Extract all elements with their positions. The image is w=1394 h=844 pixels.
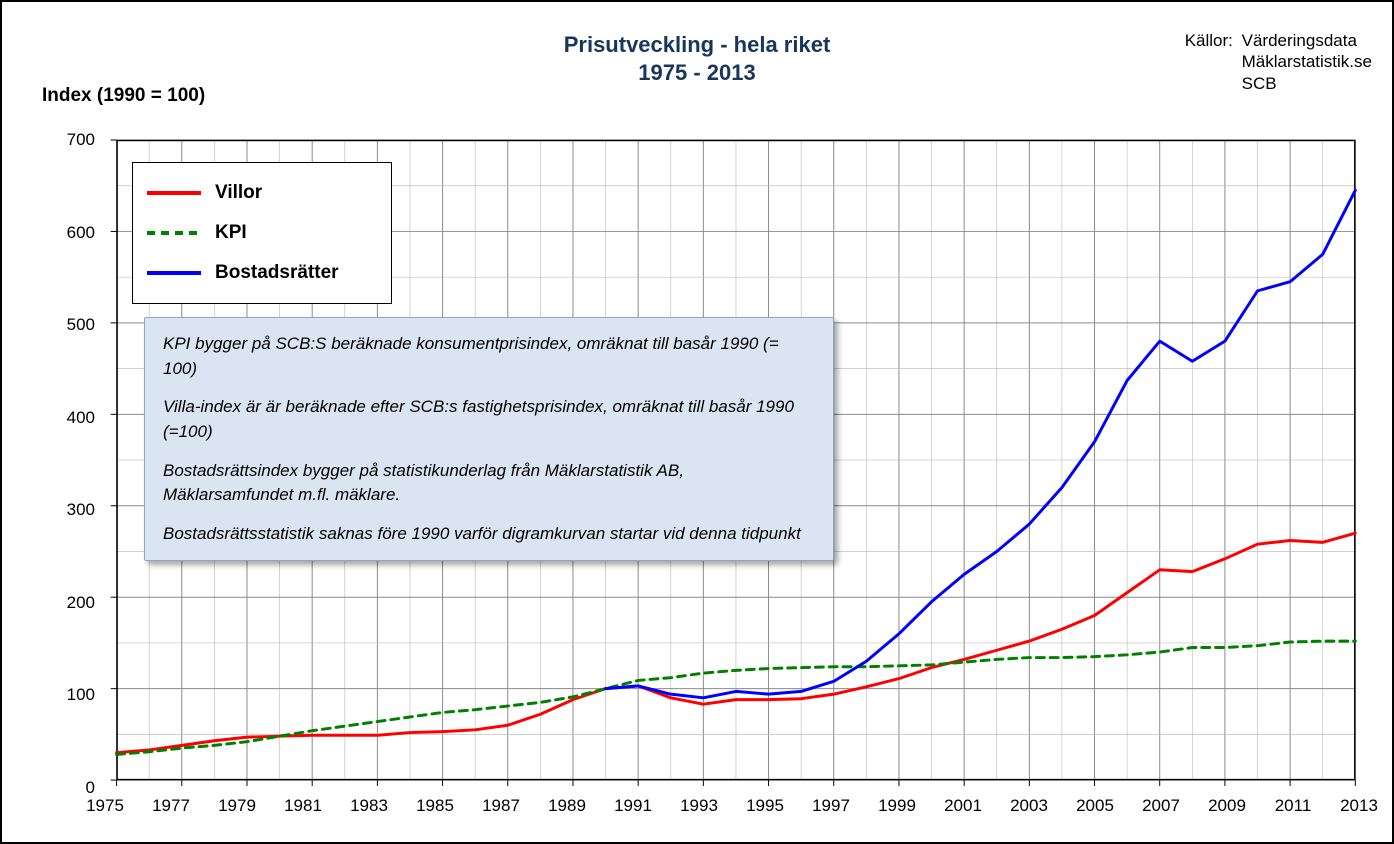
x-tick-label: 1991: [614, 796, 652, 816]
source-item: SCB: [1242, 74, 1277, 93]
note-box: KPI bygger på SCB:S beräknade konsumentp…: [144, 317, 834, 561]
sources-list: Värderingsdata Mäklarstatistik.se SCB: [1242, 30, 1372, 94]
y-tick-label: 600: [45, 223, 95, 243]
y-tick-label: 0: [45, 778, 95, 798]
legend-swatch-villor: [147, 181, 201, 205]
x-tick-label: 2005: [1076, 796, 1114, 816]
legend-label: Bostadsrätter: [215, 262, 339, 284]
legend: Villor KPI Bostadsrätter: [132, 162, 392, 304]
y-tick-label: 300: [45, 500, 95, 520]
x-tick-label: 1997: [812, 796, 850, 816]
x-tick-label: 2009: [1208, 796, 1246, 816]
note-paragraph: Bostadsrättsindex bygger på statistikund…: [163, 459, 815, 508]
x-tick-label: 1985: [416, 796, 454, 816]
y-tick-label: 700: [45, 130, 95, 150]
legend-item-villor: Villor: [147, 173, 377, 213]
y-tick-label: 500: [45, 315, 95, 335]
legend-item-bostadsratter: Bostadsrätter: [147, 253, 377, 293]
chart-title-line2: 1975 - 2013: [2, 60, 1392, 86]
x-tick-label: 1981: [284, 796, 322, 816]
chart-title-line1: Prisutveckling - hela riket: [2, 32, 1392, 58]
x-tick-label: 2001: [944, 796, 982, 816]
legend-label: KPI: [215, 222, 247, 244]
note-paragraph: Bostadsrättsstatistik saknas före 1990 v…: [163, 522, 815, 547]
y-axis-label: Index (1990 = 100): [42, 85, 205, 107]
source-item: Värderingsdata: [1242, 31, 1357, 50]
x-tick-label: 1987: [482, 796, 520, 816]
y-tick-label: 400: [45, 408, 95, 428]
x-tick-label: 1979: [218, 796, 256, 816]
legend-swatch-kpi: [147, 221, 201, 245]
source-item: Mäklarstatistik.se: [1242, 52, 1372, 71]
y-tick-label: 200: [45, 593, 95, 613]
note-paragraph: KPI bygger på SCB:S beräknade konsumentp…: [163, 332, 815, 381]
x-tick-label: 1995: [746, 796, 784, 816]
legend-label: Villor: [215, 182, 262, 204]
x-tick-label: 1975: [86, 796, 124, 816]
legend-swatch-bostadsratter: [147, 261, 201, 285]
y-tick-label: 100: [45, 685, 95, 705]
x-tick-label: 1989: [548, 796, 586, 816]
x-tick-label: 2011: [1275, 796, 1312, 816]
x-tick-label: 1999: [878, 796, 916, 816]
x-tick-label: 2013: [1340, 796, 1378, 816]
x-tick-label: 1977: [152, 796, 190, 816]
x-tick-label: 1983: [350, 796, 388, 816]
x-tick-label: 1993: [680, 796, 718, 816]
chart-frame: Prisutveckling - hela riket 1975 - 2013 …: [0, 0, 1394, 844]
legend-item-kpi: KPI: [147, 213, 377, 253]
sources-label: Källor:: [1185, 30, 1233, 51]
note-paragraph: Villa-index är är beräknade efter SCB:s …: [163, 395, 815, 444]
x-tick-label: 2003: [1010, 796, 1048, 816]
x-tick-label: 2007: [1142, 796, 1180, 816]
sources-block: Källor: Värderingsdata Mäklarstatistik.s…: [1185, 30, 1372, 94]
